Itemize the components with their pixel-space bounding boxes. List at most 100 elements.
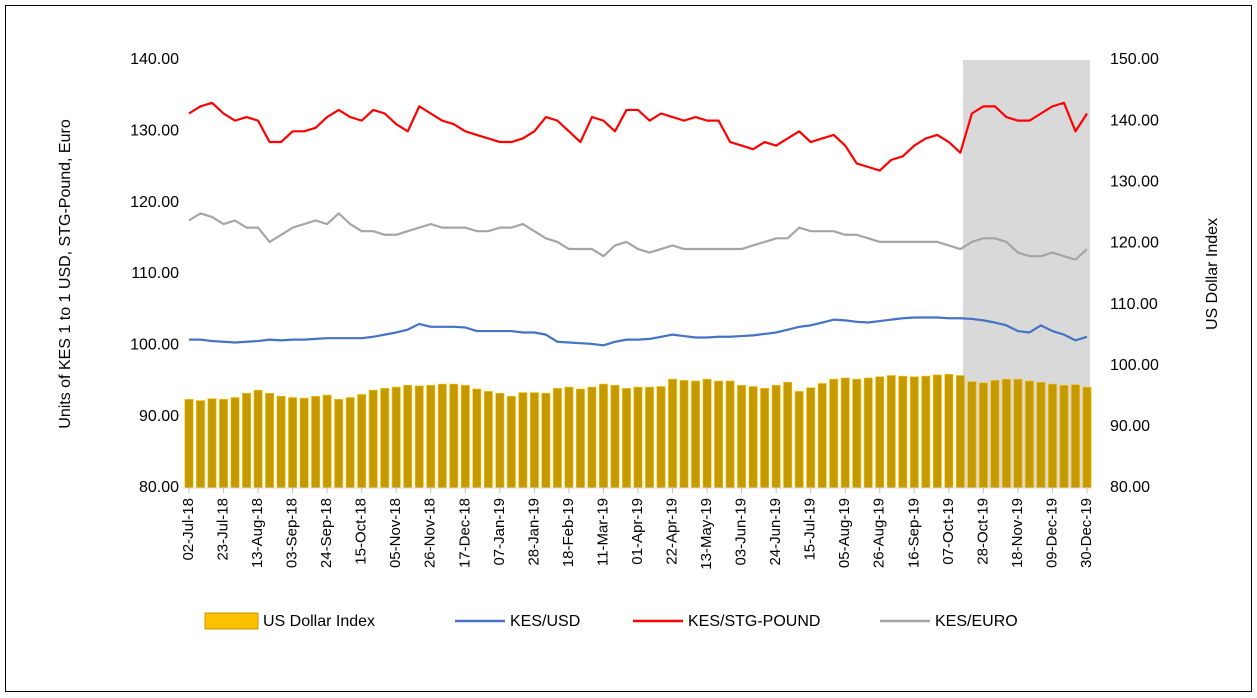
bar	[357, 394, 367, 489]
bar	[184, 399, 194, 489]
bar	[714, 380, 724, 489]
bar	[322, 394, 332, 489]
bar	[668, 378, 677, 489]
x-tick-label: 23-Jul-18	[215, 498, 232, 561]
legend-swatch	[204, 612, 259, 630]
bar	[575, 388, 585, 489]
x-tick-label: 16-Sep-19	[905, 498, 922, 568]
bar	[633, 386, 643, 489]
legend-label: KES/USD	[510, 613, 580, 630]
bar	[1071, 384, 1080, 489]
y-tick-label: 120.00	[130, 194, 179, 211]
y-tick-label: 90.00	[139, 408, 179, 425]
bar	[875, 376, 885, 489]
x-tick-label: 13-Aug-18	[249, 498, 266, 568]
bar	[863, 377, 873, 489]
bar	[265, 392, 275, 489]
x-tick-label: 03-Sep-18	[284, 498, 301, 568]
bar	[829, 378, 839, 489]
x-tick-label: 07-Jan-19	[491, 498, 508, 566]
bar	[1001, 378, 1011, 489]
y-tick-label: 110.00	[131, 265, 179, 282]
bar	[1036, 381, 1046, 489]
bar	[691, 380, 701, 489]
bar	[794, 391, 804, 489]
x-tick-label: 11-Mar-19	[594, 498, 611, 566]
bar	[334, 399, 344, 489]
bar	[552, 388, 562, 489]
bar	[311, 395, 321, 489]
bar	[495, 392, 505, 489]
bar	[840, 377, 850, 489]
bar	[1024, 380, 1034, 489]
bar	[518, 392, 528, 489]
bar	[1013, 378, 1023, 489]
y2-tick-label: 90.00	[1110, 418, 1150, 435]
bar	[242, 392, 252, 489]
bar	[1059, 384, 1069, 489]
bar	[737, 384, 747, 489]
bar	[288, 397, 298, 489]
x-tick-label: 05-Aug-19	[836, 498, 853, 568]
y-tick-label: 130.00	[130, 123, 179, 140]
bar	[783, 381, 793, 489]
bar	[967, 381, 977, 489]
y2-tick-label: 140.00	[1110, 112, 1159, 129]
y-tick-label: 80.00	[139, 479, 179, 496]
bar	[414, 385, 424, 489]
bar	[622, 388, 631, 489]
y2-tick-label: 120.00	[1110, 235, 1159, 252]
y2-tick-label: 80.00	[1110, 479, 1150, 496]
x-tick-label: 13-May-19	[698, 498, 715, 570]
bar	[426, 384, 436, 489]
bar	[460, 384, 470, 489]
bar	[529, 392, 539, 489]
bar	[345, 397, 355, 489]
y-axis-title: Units of KES 1 to 1 USD, STG-Pound, Euro	[57, 119, 74, 429]
bar	[760, 388, 770, 489]
x-tick-label: 07-Oct-19	[940, 498, 957, 565]
bar	[990, 380, 1000, 489]
bar	[276, 395, 286, 489]
y2-tick-label: 150.00	[1110, 51, 1159, 68]
bar	[886, 375, 896, 489]
y2-axis-title: US Dollar Index	[1204, 218, 1221, 330]
x-tick-label: 15-Oct-18	[353, 498, 370, 565]
x-tick-label: 26-Nov-18	[422, 498, 439, 568]
x-tick-label: 22-Apr-19	[664, 498, 681, 565]
bar	[391, 386, 401, 489]
bar	[230, 397, 240, 489]
line-series	[189, 316, 1088, 347]
bar	[483, 391, 493, 489]
bar	[645, 386, 654, 489]
x-tick-label: 09-Dec-19	[1043, 498, 1060, 568]
y2-tick-label: 110.00	[1110, 296, 1158, 313]
bar	[506, 395, 516, 489]
bar	[817, 383, 827, 489]
x-tick-label: 18-Feb-19	[560, 498, 577, 567]
bar	[219, 399, 228, 489]
bar	[978, 382, 988, 489]
x-tick-label: 18-Nov-19	[1009, 498, 1026, 568]
bar	[852, 378, 862, 489]
bar	[1048, 383, 1057, 489]
x-tick-label: 24-Jun-19	[767, 498, 784, 566]
x-tick-label: 28-Oct-19	[974, 498, 991, 565]
x-tick-label: 05-Nov-18	[387, 498, 404, 568]
legend-label: KES/STG-POUND	[688, 613, 820, 630]
legend-label: KES/EURO	[935, 613, 1018, 630]
bar	[599, 383, 608, 489]
bar	[196, 400, 205, 489]
bar	[679, 380, 689, 489]
bar	[610, 384, 620, 489]
bar	[932, 374, 942, 489]
bar	[771, 384, 781, 489]
line-series	[188, 101, 1088, 172]
x-tick-label: 03-Jun-19	[733, 498, 750, 566]
bar	[472, 388, 482, 489]
bar	[806, 387, 816, 489]
bar	[299, 397, 309, 489]
bar	[909, 376, 919, 489]
line-series	[188, 212, 1088, 261]
